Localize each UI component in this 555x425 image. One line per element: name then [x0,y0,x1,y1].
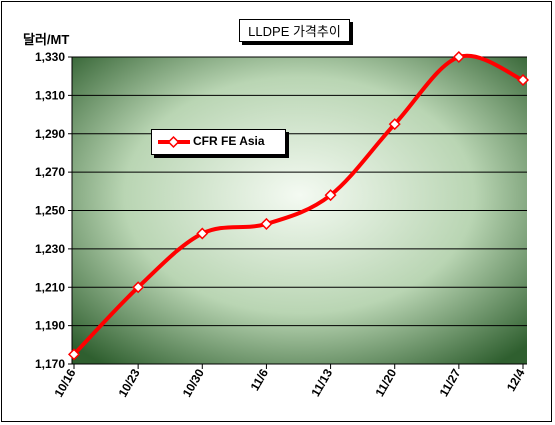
series-line-cfr-fe-asia [72,53,525,357]
y-tick-label: 1,330 [35,50,65,64]
y-tick-label: 1,190 [35,319,65,333]
y-tick-label: 1,230 [35,242,65,256]
x-tick-label: 10/16 [51,366,78,399]
y-tick-label: 1,290 [35,127,65,141]
legend: CFR FE Asia [151,129,286,155]
y-tick-label: 1,250 [35,204,65,218]
chart-title-box: LLDPE 가격추이 [239,19,350,42]
data-point-marker [324,189,337,202]
data-point-marker [196,227,209,240]
x-tick-label: 11/6 [248,366,272,393]
data-point-marker [132,281,145,294]
data-point-marker [516,74,530,87]
x-tick-label: 10/23 [116,366,143,399]
data-point-marker [452,50,465,64]
x-tick-label: 12/4 [504,366,528,394]
legend-line-swatch [158,135,190,149]
data-point-marker [260,217,273,230]
data-point-marker [388,118,401,131]
x-tick-label: 11/20 [373,366,400,399]
x-tick-label: 11/13 [308,366,335,399]
data-point-marker [67,348,81,361]
legend-series-label: CFR FE Asia [193,134,265,148]
y-tick-label: 1,270 [35,165,65,179]
y-tick-label: 1,210 [35,280,65,294]
y-axis-unit-label: 달러/MT [23,32,70,47]
y-tick-label: 1,310 [35,88,65,102]
x-tick-label: 10/30 [180,366,207,399]
x-tick-label: 11/27 [437,366,464,399]
chart-title: LLDPE 가격추이 [248,24,341,39]
y-tick-label: 1,170 [35,357,65,371]
